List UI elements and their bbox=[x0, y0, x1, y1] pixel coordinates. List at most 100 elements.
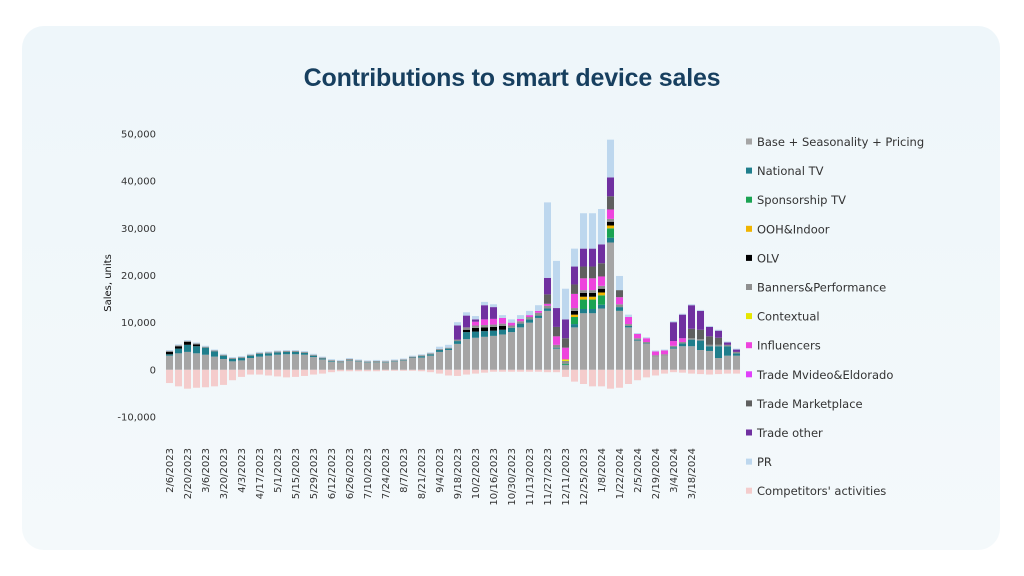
bar-segment bbox=[237, 360, 246, 370]
bar-segment bbox=[174, 346, 183, 349]
bar-segment bbox=[426, 354, 435, 356]
bar-segment bbox=[192, 344, 201, 347]
bar-segment bbox=[498, 329, 507, 335]
bar-segment bbox=[516, 315, 525, 319]
bar-segment bbox=[588, 369, 597, 387]
bar-segment bbox=[714, 358, 723, 370]
bar-segment bbox=[615, 307, 624, 311]
bar-segment bbox=[642, 338, 651, 342]
legend-label: OOH&Indoor bbox=[757, 222, 830, 236]
bar-segment bbox=[408, 355, 417, 357]
bar-segment bbox=[255, 351, 264, 353]
bar-segment bbox=[390, 369, 399, 371]
bar-segment bbox=[696, 309, 705, 311]
bar-segment bbox=[309, 353, 318, 355]
legend-swatch bbox=[746, 487, 752, 494]
bar-segment bbox=[480, 305, 489, 320]
x-tick-label: 6/26/2023 bbox=[345, 448, 356, 499]
bar-segment bbox=[606, 177, 615, 197]
bar-segment bbox=[552, 326, 561, 337]
bar-segment bbox=[570, 324, 579, 328]
bar-segment bbox=[678, 314, 687, 339]
legend-label: Base + Seasonality + Pricing bbox=[757, 135, 924, 149]
bar-segment bbox=[669, 341, 678, 346]
bar-segment bbox=[471, 319, 480, 322]
bar-segment bbox=[372, 360, 381, 362]
bar-segment bbox=[624, 325, 633, 328]
bar-segment bbox=[174, 348, 183, 354]
bar-segment bbox=[390, 361, 399, 370]
bar-segment bbox=[480, 327, 489, 332]
x-tick-label: 4/17/2023 bbox=[255, 448, 266, 499]
bar-segment bbox=[453, 369, 462, 376]
bar-segment bbox=[192, 343, 201, 345]
bar-segment bbox=[372, 362, 381, 370]
chart-title: Contributions to smart device sales bbox=[303, 64, 721, 92]
legend-label: Competitors' activities bbox=[757, 484, 886, 498]
x-tick-label: 2/5/2024 bbox=[633, 448, 644, 493]
bar-segment bbox=[201, 346, 210, 348]
bar-segment bbox=[543, 202, 552, 278]
legend-label: Banners&Performance bbox=[757, 281, 886, 295]
bar-segment bbox=[381, 361, 390, 363]
legend-swatch bbox=[746, 167, 752, 174]
x-tick-label: 6/12/2023 bbox=[327, 448, 338, 499]
bar-segment bbox=[687, 305, 696, 329]
bar-segment bbox=[363, 362, 372, 370]
bar-segment bbox=[201, 347, 210, 355]
bar-segment bbox=[525, 369, 534, 372]
bar-segment bbox=[642, 343, 651, 370]
legend-swatch bbox=[746, 429, 752, 436]
bar-segment bbox=[588, 308, 597, 314]
bar-segment bbox=[183, 351, 192, 370]
x-tick-label: 1/8/2024 bbox=[597, 448, 608, 493]
bar-segment bbox=[597, 292, 606, 296]
bar-segment bbox=[444, 347, 453, 349]
bar-segment bbox=[219, 353, 228, 355]
bar-segment bbox=[399, 359, 408, 361]
bar-segment bbox=[228, 369, 237, 381]
bar-segment bbox=[669, 369, 678, 373]
bar-segment bbox=[534, 312, 543, 316]
bar-segment bbox=[345, 369, 354, 372]
bar-segment bbox=[498, 317, 507, 324]
bar-segment bbox=[570, 284, 579, 294]
bar-segment bbox=[606, 237, 615, 243]
bar-segment bbox=[417, 355, 426, 357]
bar-segment bbox=[714, 337, 723, 345]
bar-segment bbox=[561, 369, 570, 377]
bar-segment bbox=[246, 369, 255, 375]
bar-segment bbox=[579, 266, 588, 279]
x-tick-label: 8/7/2023 bbox=[399, 448, 410, 493]
bar-segment bbox=[453, 343, 462, 370]
bar-segment bbox=[525, 317, 534, 320]
bar-segment bbox=[669, 322, 678, 342]
bar-segment bbox=[525, 319, 534, 323]
bar-segment bbox=[642, 337, 651, 339]
x-tick-label: 2/19/2024 bbox=[651, 448, 662, 499]
bar-segment bbox=[570, 310, 579, 315]
bar-segment bbox=[579, 248, 588, 267]
bar-segment bbox=[678, 346, 687, 370]
bar-segment bbox=[210, 350, 219, 352]
bar-segment bbox=[579, 213, 588, 249]
bar-segment bbox=[588, 299, 597, 309]
bar-segment bbox=[642, 369, 651, 378]
bar-segment bbox=[210, 351, 219, 357]
bar-segment bbox=[363, 361, 372, 363]
bar-segment bbox=[300, 350, 309, 352]
bar-segment bbox=[462, 312, 471, 316]
x-tick-label: 2/6/2023 bbox=[165, 448, 176, 493]
bar-segment bbox=[597, 304, 606, 309]
bar-segment bbox=[552, 260, 561, 309]
bar-segment bbox=[714, 329, 723, 331]
bar-segment bbox=[237, 369, 246, 377]
bar-segment bbox=[597, 276, 606, 286]
legend-label: Contextual bbox=[757, 310, 820, 324]
bar-segment bbox=[543, 294, 552, 304]
bar-segment bbox=[489, 304, 498, 308]
bar-segment bbox=[678, 343, 687, 347]
bar-segment bbox=[660, 354, 669, 356]
bar-segment bbox=[597, 263, 606, 277]
